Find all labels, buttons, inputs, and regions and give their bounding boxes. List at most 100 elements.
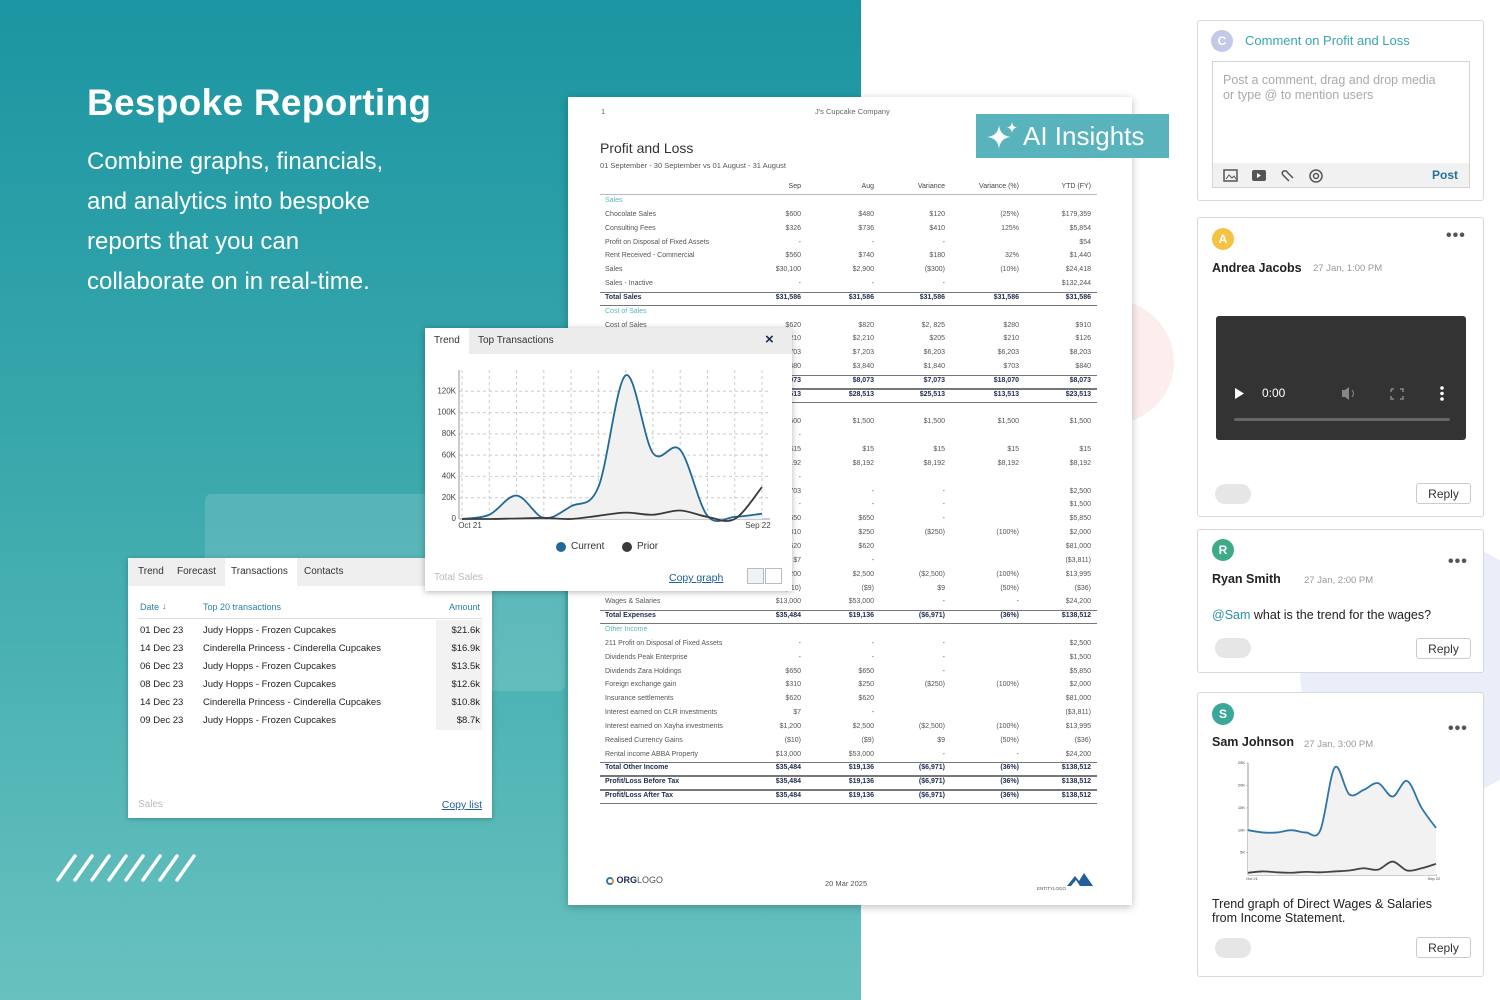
cell: $81,000 <box>1065 543 1091 550</box>
column-header[interactable]: Date <box>140 602 160 612</box>
cell: (100%) <box>996 529 1019 537</box>
author: Ryan Smith <box>1212 572 1281 586</box>
legend-swatch <box>556 542 566 552</box>
column-header: YTD (FY) <box>1061 183 1091 190</box>
cell: (36%) <box>1000 764 1019 772</box>
cell: $2,000 <box>1069 529 1091 537</box>
cell: $280 <box>1003 321 1019 329</box>
column-header: Sep <box>788 183 801 190</box>
company-name: J's Cupcake Company <box>815 107 890 116</box>
cell: $600 <box>785 210 801 218</box>
cell: $5,850 <box>1069 515 1091 523</box>
cell: $2, 825 <box>921 321 945 329</box>
comment-input[interactable]: Post a comment, drag and drop media or t… <box>1212 61 1470 188</box>
cell: $703 <box>785 349 801 357</box>
bar-view-button[interactable] <box>765 568 782 584</box>
cell: ($10) <box>784 584 801 592</box>
cell: $8,192 <box>852 459 874 467</box>
cell: $2,000 <box>1069 681 1091 689</box>
cell: $1,840 <box>923 363 945 371</box>
cell: ($36) <box>1074 584 1091 592</box>
rule <box>138 618 482 619</box>
close-button[interactable]: × <box>765 331 774 348</box>
cell: $8,192 <box>1069 459 1091 467</box>
cell: $24,200 <box>1065 598 1091 606</box>
cell: - <box>871 653 874 661</box>
cell: (25%) <box>1000 210 1019 218</box>
section-heading: Sales <box>605 197 623 204</box>
row-label: Consulting Fees <box>605 224 656 232</box>
cell: (100%) <box>996 722 1019 730</box>
description: Judy Hopps - Frozen Cupcakes <box>203 715 337 726</box>
cell: ($6,971) <box>918 764 945 772</box>
decor-slashes <box>56 854 196 882</box>
more-button[interactable]: ••• <box>1448 720 1468 737</box>
cell: - <box>798 238 801 246</box>
cell: ($36) <box>1074 736 1091 744</box>
cell: $8,073 <box>852 376 874 384</box>
cell: $120 <box>929 210 945 218</box>
line-view-button[interactable] <box>747 568 764 584</box>
tab[interactable]: Trend <box>434 335 460 346</box>
mention[interactable]: @Sam <box>1212 608 1251 622</box>
more-button[interactable]: ••• <box>1448 553 1468 570</box>
page-number: 1 <box>601 107 606 116</box>
cell: $740 <box>858 252 874 260</box>
more-button[interactable]: ••• <box>1446 227 1466 244</box>
comment-text: Trend graph of Direct Wages & Salaries f… <box>1212 897 1433 925</box>
post-button[interactable]: Post <box>1432 168 1459 182</box>
hero-line: collaborate on in real-time. <box>87 268 370 295</box>
cell: - <box>1016 750 1019 758</box>
cell: $18,070 <box>993 376 1019 384</box>
emoji-button[interactable] <box>1215 484 1251 504</box>
x-tick-label: Oct 21 <box>458 521 482 530</box>
amount: $16.9k <box>451 643 480 654</box>
video-player[interactable]: 0:00 <box>1216 316 1466 440</box>
cell: $2,500 <box>852 722 874 730</box>
tab[interactable]: Transactions <box>231 566 288 577</box>
cell: ($6,971) <box>918 612 945 620</box>
y-tick-label: 120K <box>437 386 456 395</box>
line <box>461 486 763 522</box>
tab[interactable]: Trend <box>138 566 164 577</box>
ai-insights-button[interactable]: AI Insights <box>976 114 1169 158</box>
org-logo-text: ORG <box>616 875 638 885</box>
tab[interactable]: Contacts <box>304 566 344 577</box>
cell: $650 <box>858 515 874 523</box>
emoji-button[interactable] <box>1215 638 1251 658</box>
author: Sam Johnson <box>1212 735 1294 749</box>
comment: R ••• Ryan Smith 27 Jan, 2:00 PM @Sam wh… <box>1197 529 1484 673</box>
cell: $24,418 <box>1065 266 1091 274</box>
reply-button[interactable]: Reply <box>1416 937 1471 958</box>
cell: (50%) <box>1000 584 1019 592</box>
cell: $180 <box>929 252 945 260</box>
cell: (36%) <box>1000 778 1019 786</box>
cell: ($250) <box>924 681 945 689</box>
cell: (50%) <box>1000 736 1019 744</box>
line <box>461 374 763 523</box>
cell: $2,500 <box>1069 487 1091 495</box>
cell: ($300) <box>924 266 945 274</box>
trend-chart: 0 20K 40K 60K 80K 100K 120K Oct 21 Sep 22 <box>437 370 771 530</box>
column-header: Variance <box>917 183 945 190</box>
cell: - <box>1016 598 1019 606</box>
tab[interactable]: Top Transactions <box>478 335 554 346</box>
reply-button[interactable]: Reply <box>1416 483 1471 504</box>
copy-graph-link[interactable]: Copy graph <box>669 572 724 584</box>
cell: $1,500 <box>997 418 1019 426</box>
row-label: Profit on Disposal of Fixed Assets <box>605 238 710 246</box>
cell: ($250) <box>924 529 945 537</box>
cell: $650 <box>785 515 801 523</box>
cell: - <box>942 515 945 523</box>
composer-title: Comment on Profit and Loss <box>1245 33 1410 48</box>
date: 09 Dec 23 <box>140 715 184 726</box>
cell: $138,512 <box>1061 764 1091 772</box>
tab[interactable]: Forecast <box>177 566 216 577</box>
copy-list-link[interactable]: Copy list <box>441 799 482 811</box>
reply-button[interactable]: Reply <box>1416 638 1471 659</box>
row-label: Total Expenses <box>605 612 656 620</box>
emoji-button[interactable] <box>1215 938 1251 958</box>
cell: $15 <box>933 446 945 454</box>
cell: - <box>871 280 874 288</box>
cell: $19,136 <box>848 792 874 800</box>
